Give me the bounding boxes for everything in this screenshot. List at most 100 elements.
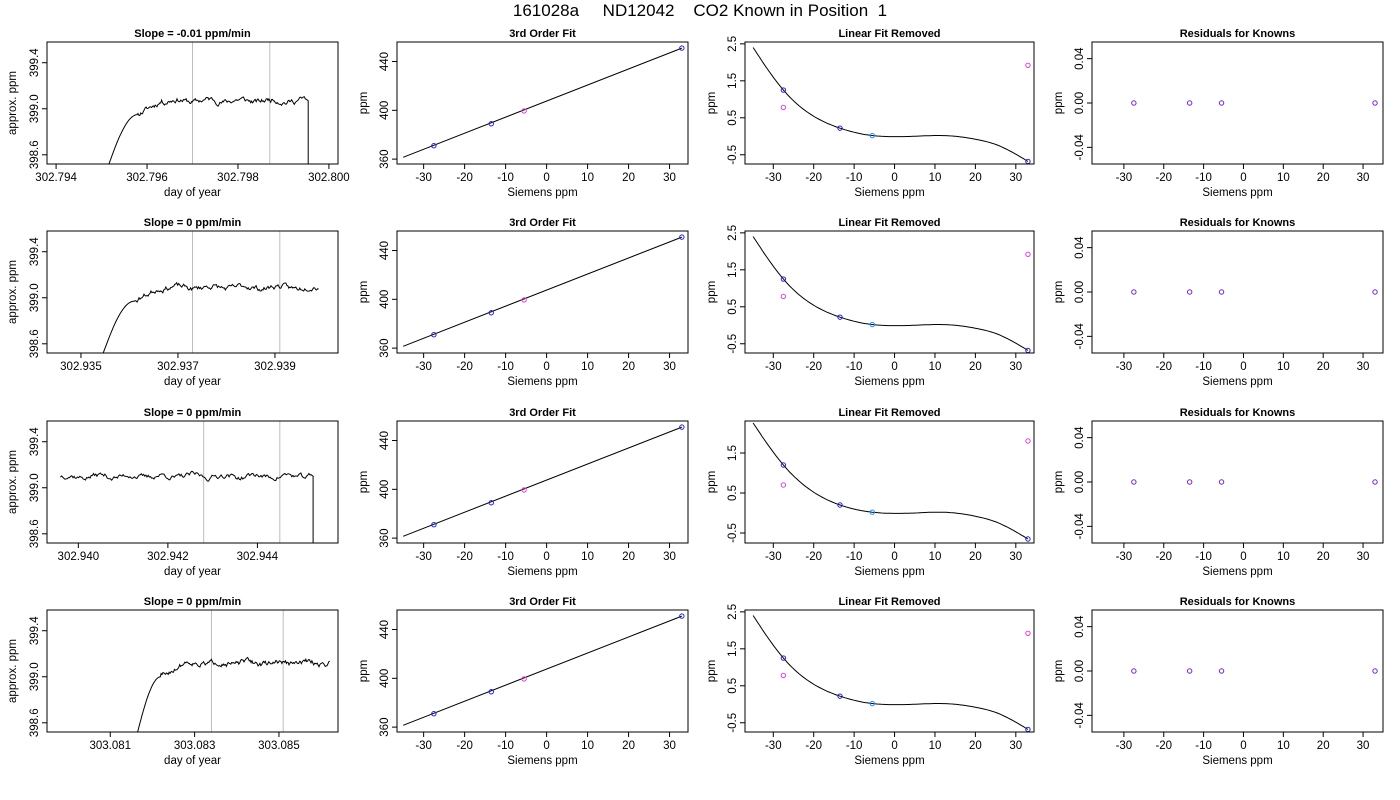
panel-plot-area xyxy=(402,426,683,537)
panel-plot-area xyxy=(60,421,314,543)
y-tick-label: 440 xyxy=(379,620,391,639)
panel-frame xyxy=(744,230,1035,354)
data-point xyxy=(1218,289,1225,295)
data-point xyxy=(1218,479,1225,485)
x-tick-label: 30 xyxy=(1357,361,1370,373)
x-tick-label: 302.940 xyxy=(58,551,100,563)
y-tick-label: 360 xyxy=(379,339,391,358)
fit-curve xyxy=(752,422,1029,540)
x-tick-label: -10 xyxy=(1195,551,1212,563)
panel-r4c2: -30 -20 -10 0 10 20 30 360 400 440 3rd Order Fit Si… xyxy=(358,596,689,767)
data-point xyxy=(679,613,685,619)
fit-line xyxy=(402,426,683,537)
fit-curve xyxy=(752,236,1029,351)
data-point xyxy=(431,522,437,528)
fit-line xyxy=(402,47,683,158)
data-point xyxy=(488,310,494,316)
x-axis-label: day of year xyxy=(164,376,221,388)
x-tick-label: -30 xyxy=(1116,172,1133,184)
x-axis-label: day of year xyxy=(164,566,221,578)
panel-title: Residuals for Knowns xyxy=(1180,217,1296,229)
panel-title: Slope = 0 ppm/min xyxy=(144,217,242,229)
x-tick-label: 0 xyxy=(1240,551,1246,563)
y-tick-label: 2.5 xyxy=(727,225,739,241)
x-tick-label: 20 xyxy=(1317,361,1330,373)
x-tick-label: 10 xyxy=(1277,740,1290,752)
x-tick-label: 30 xyxy=(1009,551,1022,563)
data-point xyxy=(1186,100,1193,106)
panel-r1c4: -30 -20 -10 0 10 20 30 -0.04 0.00 0.04 Residuals f… xyxy=(1053,28,1384,199)
x-axis-label: Siemens ppm xyxy=(507,376,577,388)
data-point xyxy=(1025,62,1031,68)
y-tick-label: 0.00 xyxy=(1074,660,1086,682)
y-tick-label: -0.5 xyxy=(727,334,739,354)
data-point xyxy=(521,487,527,493)
y-axis-label: ppm xyxy=(1053,281,1065,303)
y-tick-label: 399.4 xyxy=(29,616,41,645)
y-tick-label: 360 xyxy=(379,150,391,169)
panel-title: Linear Fit Removed xyxy=(838,28,940,40)
y-axis-label: ppm xyxy=(706,471,718,493)
y-tick-label: 398.6 xyxy=(29,519,41,548)
data-point xyxy=(1186,479,1193,485)
y-tick-label: 399.4 xyxy=(29,427,41,456)
y-tick-label: 0.5 xyxy=(727,110,739,126)
panel-title: 3rd Order Fit xyxy=(509,217,576,229)
x-axis-label: Siemens ppm xyxy=(854,376,924,388)
x-tick-label: -10 xyxy=(497,551,514,563)
x-tick-label: 0 xyxy=(543,172,549,184)
y-tick-label: 400 xyxy=(379,480,391,499)
x-axis-label: Siemens ppm xyxy=(1202,187,1272,199)
x-tick-label: 20 xyxy=(622,740,635,752)
x-tick-label: 0 xyxy=(891,361,897,373)
x-tick-label: -10 xyxy=(846,361,863,373)
panel-frame xyxy=(46,609,339,733)
x-axis-label: Siemens ppm xyxy=(507,187,577,199)
y-tick-label: 440 xyxy=(379,52,391,71)
data-point xyxy=(679,45,685,51)
y-tick-label: 400 xyxy=(379,101,391,120)
data-point xyxy=(1372,100,1378,106)
panel-plot-area xyxy=(402,615,683,726)
x-tick-label: 0 xyxy=(891,172,897,184)
panel-frame xyxy=(396,420,689,544)
y-axis-label: approx. ppm xyxy=(7,639,19,703)
y-tick-label: 360 xyxy=(379,718,391,737)
x-tick-label: 303.083 xyxy=(174,740,216,752)
x-axis-label: day of year xyxy=(164,755,221,767)
panel-r2c1: 302.935 302.937 302.939 398.6 399.0 399.4 Slop… xyxy=(7,217,339,388)
data-point xyxy=(1372,479,1378,485)
x-tick-label: -30 xyxy=(415,551,432,563)
x-tick-label: -20 xyxy=(805,361,822,373)
y-tick-label: 440 xyxy=(379,241,391,260)
panel-frame xyxy=(744,41,1035,165)
data-point xyxy=(431,143,437,149)
x-tick-label: -10 xyxy=(1195,172,1212,184)
panel-frame xyxy=(744,420,1035,544)
panel-frame xyxy=(46,420,339,544)
x-tick-label: 10 xyxy=(581,361,594,373)
data-point xyxy=(1025,251,1031,257)
x-tick-label: -20 xyxy=(1155,551,1172,563)
x-tick-label: -30 xyxy=(1116,740,1133,752)
panel-title: Slope = -0.01 ppm/min xyxy=(134,28,251,40)
y-axis-label: ppm xyxy=(358,281,370,303)
data-point xyxy=(1372,289,1378,295)
x-axis-label: Siemens ppm xyxy=(1202,376,1272,388)
y-tick-label: -0.5 xyxy=(727,713,739,733)
x-tick-label: 0 xyxy=(891,551,897,563)
panel-title: Residuals for Knowns xyxy=(1180,596,1296,608)
y-tick-label: 0.5 xyxy=(727,299,739,315)
y-tick-label: 399.0 xyxy=(29,283,41,312)
x-tick-label: 0 xyxy=(543,551,549,563)
y-tick-label: 398.6 xyxy=(29,140,41,169)
y-tick-label: 399.0 xyxy=(29,94,41,123)
x-tick-label: 0 xyxy=(543,361,549,373)
data-point xyxy=(1372,668,1378,674)
y-axis-label: ppm xyxy=(706,281,718,303)
panel-r3c4: -30 -20 -10 0 10 20 30 -0.04 0.00 0.04 Residuals f… xyxy=(1053,407,1384,578)
x-tick-label: 20 xyxy=(1317,172,1330,184)
panel-plot-area xyxy=(752,236,1029,351)
panel-r2c4: -30 -20 -10 0 10 20 30 -0.04 0.00 0.04 Residuals f… xyxy=(1053,217,1384,388)
x-axis-label: Siemens ppm xyxy=(1202,566,1272,578)
